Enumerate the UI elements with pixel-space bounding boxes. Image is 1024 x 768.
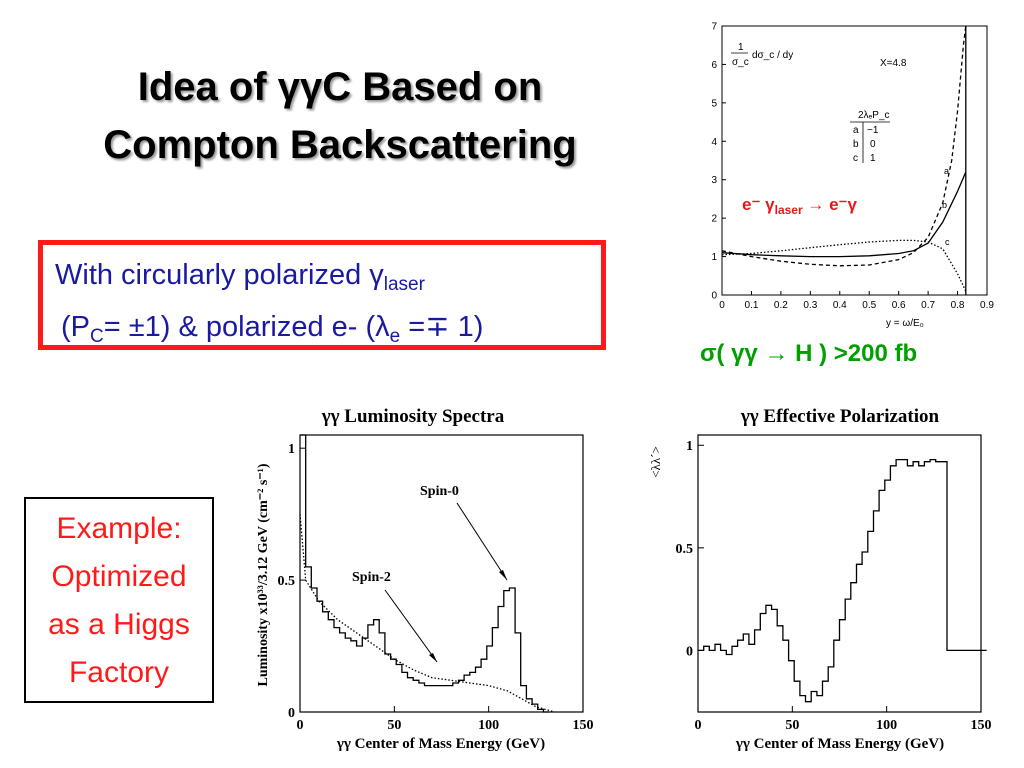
polarization-plot-frame [697,434,982,713]
arrowhead-spin-0 [499,570,507,580]
effective-polarization-chart: γγ Effective Polarization 0 50 100 150 0 0.5 1… [648,406,992,752]
polarization-line-2-sub2: e [389,326,401,347]
y-tick-label: 2 [711,214,717,225]
x-tick-label: 0.4 [833,300,847,311]
legend-row-b-value: 0 [870,139,876,150]
x-tick-label: 0 [719,300,725,311]
luminosity-plot-frame [299,434,584,713]
x-tick-label: 0.5 [862,300,876,311]
series-line-b [721,171,967,258]
ylabel: <λλ´> [648,446,663,478]
y-tick-label: 1 [288,442,295,457]
y-tick-label: 4 [711,137,717,148]
polarization-line-1: With circularly polarized γlaser [55,259,425,296]
series-line-polarization [698,458,987,703]
example-box: Example: Optimized as a Higgs Factory [24,497,214,703]
arrow-spin-0 [456,502,508,581]
x-tick-label: 0.2 [774,300,788,311]
y-tick-label: 1 [711,252,717,263]
x-tick-label: 50 [387,718,401,733]
ylabel-num: 1 [738,42,744,53]
polarization-line-1-sub: laser [383,274,425,295]
y-tick-label: 6 [711,60,717,71]
x-tick-label: 0 [695,718,702,733]
y-tick-label: 0.5 [278,574,296,589]
y-tick-label: 0 [288,706,295,721]
polarization-line-2-b: = ±1) & polarized e- (λ [103,311,390,343]
legend-row-a-label: a [853,125,859,136]
legend-row-c-label: c [853,153,858,164]
series-line-c [721,239,967,292]
y-tick-label: 7 [711,22,717,33]
curve-label-b: b [942,200,947,210]
arrow-spin-2 [384,589,438,663]
compton-plot-frame [721,25,988,296]
ylabel-den: σ_c [732,57,749,68]
ylabel-frac: dσ_c / dy [752,50,793,61]
y-tick-label: 0 [686,644,693,659]
x-tick-label: 0.8 [951,300,965,311]
example-line: as a Higgs [48,608,190,641]
y-tick-label: 1 [686,439,693,454]
legend-row-a-value: −1 [867,125,879,136]
reaction-label: e⁻ γlaser → e⁻γ [742,195,858,217]
xlabel: γγ Center of Mass Energy (GeV) [735,736,944,752]
annotation-spin-0: Spin-0 [420,484,459,499]
series-line-spin-2 [299,514,555,713]
curve-label-a: a [944,166,949,176]
curve-label-c: c [945,237,950,247]
chart-title: γγ Luminosity Spectra [321,406,505,427]
x-tick-label: 100 [478,718,499,733]
series-line-a [721,25,967,267]
series-line-spin-0 [300,434,549,713]
title-line-2: Compton Backscattering [103,123,577,167]
ylabel: Luminosity x10³³/3.12 GeV (cm⁻² s⁻¹) [256,463,271,686]
polarization-line-2-c: =∓ 1) [400,311,484,343]
x-tick-label: 0.3 [803,300,817,311]
slide-title: Idea of γγC Based on Compton Backscatter… [60,58,620,174]
higgs-cross-section: σ( γγ → H ) >200 fb [700,340,918,367]
y-tick-label: 3 [711,175,717,186]
x-tick-label: 150 [971,718,992,733]
x-tick-label: 0.7 [921,300,935,311]
luminosity-spectra-chart: γγ Luminosity Spectra 0 50 100 150 0 0.5 1 Lum… [256,406,594,752]
x-tick-label: 100 [876,718,897,733]
polarization-line-2-sub1: C [90,326,104,347]
reaction-main: e⁻ γ [742,195,775,214]
xlabel: y = ω/E₀ [886,318,924,329]
polarization-line-1-main: With circularly polarized γ [55,259,384,291]
x-tick-label: 150 [573,718,594,733]
legend-row-c-value: 1 [870,153,876,164]
polarization-box: With circularly polarized γlaser (PC= ±1… [38,240,606,350]
example-line: Example: [56,512,182,545]
x-tick-label: 0.9 [980,300,994,311]
y-tick-label: 0.5 [676,542,694,557]
annotation-spin-2: Spin-2 [352,570,391,585]
compton-spectrum-chart: 0 0.1 0.2 0.3 0.4 0.5 0.6 0.7 0.8 0.9 0 1 2 3 4 5 6 7 1 σ… [711,22,994,330]
title-line-1: Idea of γγC Based on [137,65,543,109]
polarization-line-2-a: (P [61,311,90,343]
polarization-line-2: (PC= ±1) & polarized e- (λe =∓ 1) [61,309,483,348]
example-line: Factory [68,656,170,689]
reaction-sub: laser [775,203,803,217]
legend-header: 2λₑP_c [858,110,890,121]
example-line: Optimized [51,560,187,593]
x-tick-label: 0 [297,718,304,733]
xlabel: γγ Center of Mass Energy (GeV) [336,736,545,752]
y-tick-label: 5 [711,98,717,109]
chart-title: γγ Effective Polarization [740,406,940,427]
annotation-x: X=4.8 [880,58,907,69]
arrowhead-spin-2 [429,653,437,662]
reaction-end: → e⁻γ [803,195,858,214]
legend-row-b-label: b [853,139,859,150]
x-tick-label: 0.1 [744,300,758,311]
y-tick-label: 0 [711,291,717,302]
x-tick-label: 0.6 [892,300,906,311]
x-tick-label: 50 [785,718,799,733]
